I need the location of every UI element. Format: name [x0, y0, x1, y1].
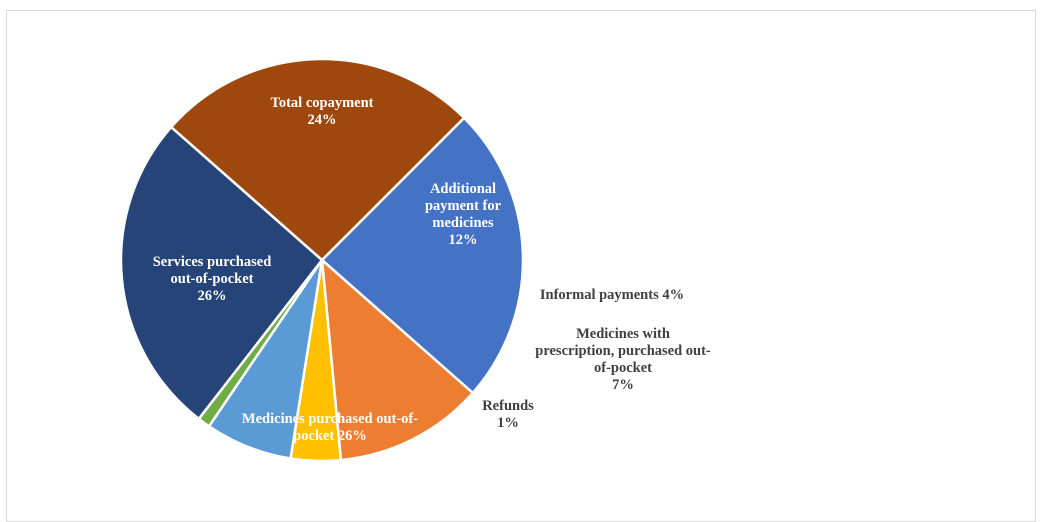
slice-label-medicines-purchased-out-of-pocket: Medicines purchased out-of-pocket 26%	[242, 411, 418, 444]
pie-slice-total-copayment	[320, 116, 525, 395]
pie-slice-services-purchased-out-of-pocket	[169, 57, 466, 262]
slice-label-refunds: Refunds 1%	[482, 398, 534, 431]
slice-label-additional-payment-for-medicines: Additional payment for medicines 12%	[425, 181, 502, 248]
slice-label-medicines-with-prescription-purchased-out-of-pocket: Medicines with prescription, purchased ou…	[535, 326, 711, 393]
pie-slice-medicines-purchased-out-of-pocket	[119, 125, 324, 421]
slice-label-total-copayment: Total copayment 24%	[271, 95, 374, 128]
slice-label-services-purchased-out-of-pocket: Services purchased out-of-pocket 26%	[153, 254, 272, 304]
slice-label-informal-payments: Informal payments 4%	[540, 287, 684, 303]
pie-slice-additional-payment-for-medicines	[320, 258, 475, 462]
